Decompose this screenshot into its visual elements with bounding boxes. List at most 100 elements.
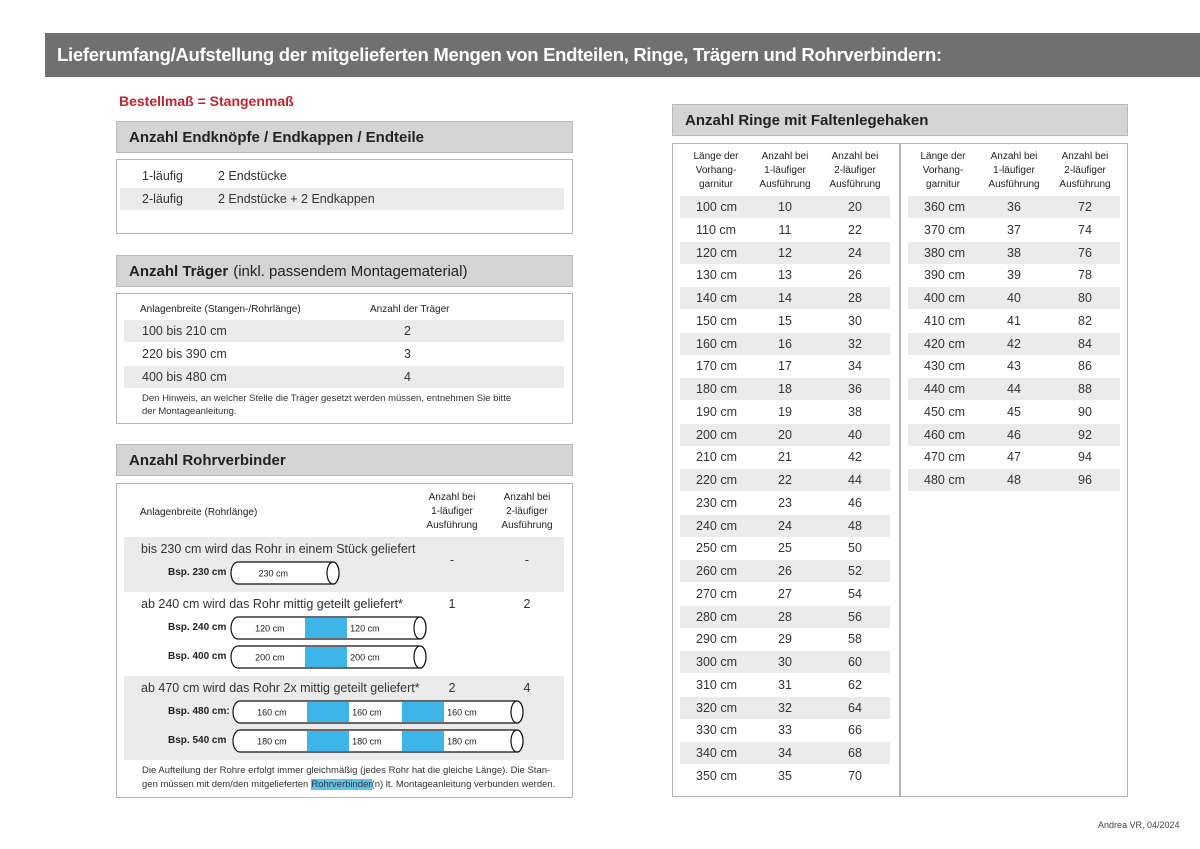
tube-end [326,561,340,585]
cell: 62 [848,677,862,692]
row-bg [908,332,1120,355]
row-bg [680,605,890,628]
section-heading: Anzahl Träger (inkl. passendem Montagemat… [116,255,573,287]
cell: 66 [848,723,862,738]
cell: 30 [778,655,792,670]
cell: 250 cm [696,541,737,556]
segment-label: 160 cm [257,708,287,718]
row-bg [124,320,564,342]
cell: 80 [1078,291,1092,306]
segment-label: 200 cm [255,653,285,663]
segment-label: 160 cm [447,708,477,718]
cell: 360 cm [924,200,965,214]
column-header: garnitur [926,179,960,190]
cell: 4 [523,681,531,695]
segment-label: 160 cm [352,708,382,718]
cell: 82 [1078,313,1092,328]
cell: 35 [778,769,792,783]
cell: 14 [778,291,792,306]
cell: 37 [1007,222,1021,237]
cell: 38 [848,404,862,419]
cell: 160 cm [696,336,737,351]
cell: 17 [778,359,792,374]
cell: 43 [1007,359,1021,374]
cell: 1-läufig [142,169,183,183]
cell: 21 [778,450,792,465]
row-bg [680,469,890,492]
cell: 210 cm [696,450,737,465]
column-header: Anlagenbreite (Stangen-/Rohrlänge) [140,304,301,315]
cell: - [524,553,530,567]
cell: 150 cm [696,313,737,328]
cell: 36 [848,382,862,397]
example-label: Bsp. 240 cm [168,622,227,633]
column-header: Anzahl bei [831,151,879,162]
cell: 52 [848,564,862,579]
column-header: Ausführung [1059,179,1111,190]
cell: 39 [1007,268,1021,283]
cell: 13 [778,268,792,283]
column-header: Anzahl bei [503,492,551,503]
section-heading: Anzahl Endknöpfe / Endkappen / Endteile [116,121,573,153]
row-bg [680,560,890,583]
tube: 160 cm 160 cm 160 cm [232,700,524,724]
cell: 330 cm [696,723,737,738]
cell: 45 [1007,404,1021,419]
example-label: Bsp. 400 cm [168,651,227,662]
row-bg [124,537,564,592]
cell: 33 [778,723,792,738]
cell: 170 cm [696,359,737,374]
cell: 50 [848,541,862,556]
cell: 320 cm [696,700,737,715]
section-heading: Anzahl Ringe mit Faltenlegehaken [672,104,1128,136]
cell: 22 [848,222,862,237]
cell: 34 [848,359,862,374]
header-bar [45,33,1200,77]
cell: 68 [848,746,862,761]
example-label: Bsp. 540 cm [168,735,227,746]
example-label: Bsp. 480 cm: [168,706,230,717]
cell: 47 [1007,450,1021,465]
cell: 28 [778,609,792,624]
column-header: Länge der [920,151,966,162]
cell: 390 cm [924,268,965,283]
tube-end [510,729,524,753]
cell: 270 cm [696,586,737,601]
cell: 44 [1007,382,1021,397]
tube: 200 cm 200 cm [230,645,427,669]
cell: 110 cm [696,222,737,237]
column-header: 1-läufiger [993,165,1035,176]
connector [307,702,349,722]
tube-end [413,616,427,640]
cell: 11 [778,222,792,237]
heading-text: Anzahl Träger [129,262,229,280]
cell: 12 [778,245,792,260]
row-bg [124,366,564,388]
connector [307,731,349,751]
cell: 78 [1078,268,1092,283]
row-bg [680,696,890,719]
segment-label: 180 cm [447,737,477,747]
cell: 280 cm [696,609,737,624]
cell: 2-läufig [142,192,183,206]
cell: 32 [778,700,792,715]
order-note: Bestellmaß = Stangenmaß [119,93,294,109]
cell: 38 [1007,245,1021,260]
cell: 200 cm [696,427,737,442]
row-bg [908,378,1120,401]
cell: 220 bis 390 cm [142,347,227,361]
cell: - [449,553,455,567]
cell: 190 cm [696,404,737,419]
group-text: ab 240 cm wird das Rohr mittig geteilt g… [141,597,403,611]
cell: 300 cm [696,655,737,670]
cell: 290 cm [696,632,737,647]
cell: 72 [1078,200,1092,214]
cell: 42 [848,450,862,465]
cell: 3 [404,347,411,361]
example-label: Bsp. 230 cm [168,567,227,578]
segment-label: 200 cm [350,653,380,663]
column-header: Anzahl bei [1061,151,1109,162]
row-bg [120,188,564,210]
cell: 42 [1007,336,1021,351]
cell: 2 [523,597,531,611]
